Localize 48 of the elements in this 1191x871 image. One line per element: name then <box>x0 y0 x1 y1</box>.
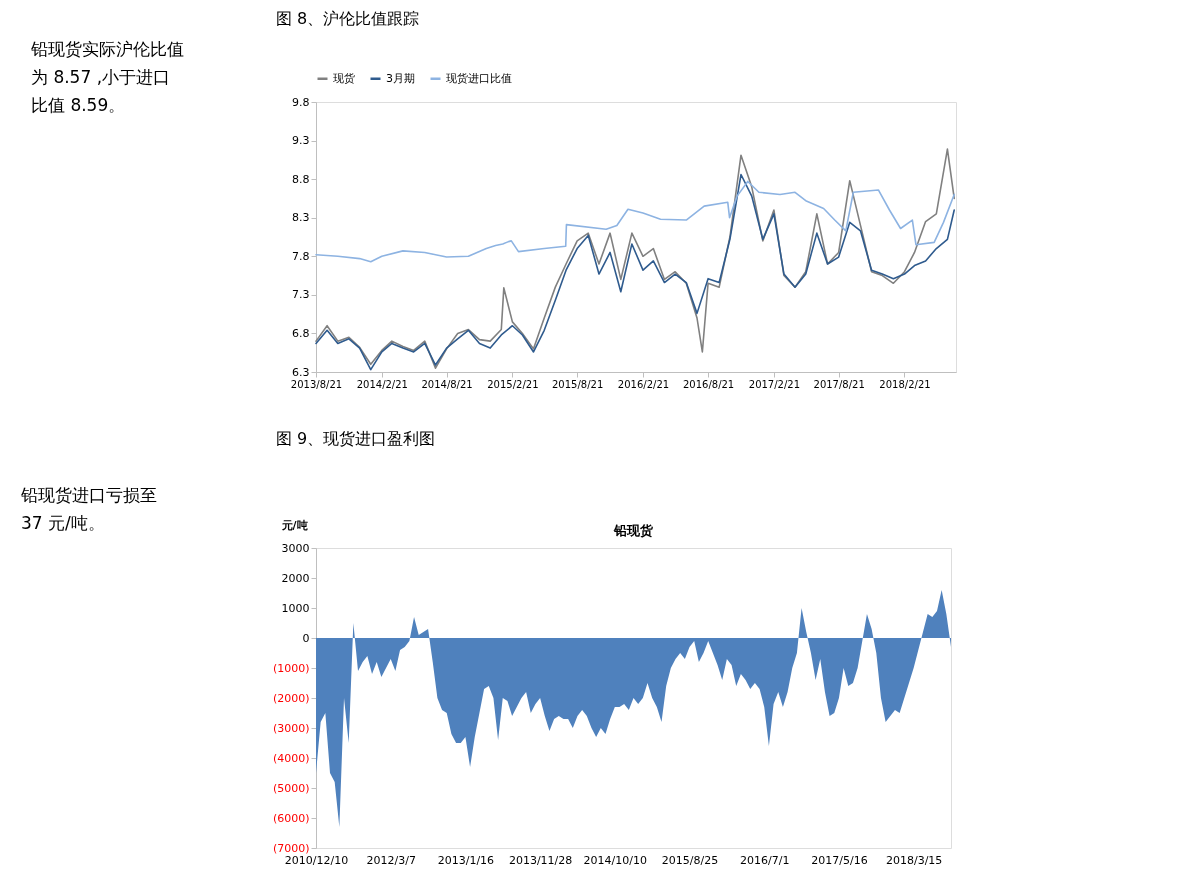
text: 铅现货实际沪伦比值为 8.57 ,小于进口比值 8.59。 <box>30 39 184 115</box>
y-tick-label: (4000) <box>272 751 310 765</box>
y-tick-label: 8.3 <box>292 211 310 225</box>
chart-title: 图 9、现货进口盈利图 <box>276 429 436 448</box>
y-tick-label: (1000) <box>272 661 310 675</box>
x-tick-label: 2016/8/21 <box>682 378 735 390</box>
y-tick-label: 8.8 <box>292 172 310 186</box>
x-tick-label: 2015/2/21 <box>487 378 539 390</box>
y-tick-label: (2000) <box>272 691 310 705</box>
y-tick-label: 0 <box>302 631 310 645</box>
x-tick-label: 2016/2/21 <box>617 378 670 390</box>
x-tick-label: 2014/8/21 <box>421 378 473 390</box>
y-tick-label: 7.8 <box>292 249 310 263</box>
x-tick-label: 2018/2/21 <box>879 378 931 390</box>
x-tick-label: 2010/12/10 <box>284 853 349 867</box>
x-tick-label: 2013/11/28 <box>508 853 573 867</box>
y-tick-label: 9.3 <box>292 134 310 148</box>
x-tick-label: 2012/3/7 <box>366 853 416 867</box>
legend-label: 现货进口比值 <box>446 71 512 85</box>
x-tick-label: 2014/2/21 <box>356 378 408 390</box>
y-tick-label: 3000 <box>281 541 310 555</box>
y-tick-label: 1000 <box>281 601 310 615</box>
x-tick-label: 2016/7/1 <box>740 853 790 867</box>
y-tick-label: 9.8 <box>292 95 310 109</box>
y-tick-label: (6000) <box>272 811 310 825</box>
legend-label: 3月期 <box>386 71 415 85</box>
y-tick-label: 6.3 <box>292 365 310 379</box>
x-tick-label: 2017/5/16 <box>811 853 868 867</box>
x-tick-label: 2017/2/21 <box>748 378 801 390</box>
x-tick-label: 2013/1/16 <box>437 853 495 867</box>
text: 铅现货进口亏损至 37 元/吨。 <box>20 485 157 533</box>
y-axis-title: 元/吨 <box>280 518 308 532</box>
y-tick-label: (3000) <box>272 721 310 735</box>
legend-label: 现货 <box>333 71 355 85</box>
x-tick-label: 2015/8/25 <box>661 853 719 867</box>
x-tick-label: 2018/3/15 <box>885 853 943 867</box>
chart-title: 图 8、沪伦比值跟踪 <box>276 9 420 28</box>
y-tick-label: 2000 <box>281 571 310 585</box>
y-tick-label: 7.3 <box>292 288 310 302</box>
line-series <box>315 180 956 263</box>
x-tick-label: 2017/8/21 <box>813 378 865 390</box>
x-tick-label: 2015/8/21 <box>552 378 604 390</box>
x-tick-label: 2014/10/10 <box>583 853 648 867</box>
x-tick-label: 2013/8/21 <box>290 378 343 390</box>
y-tick-label: 6.8 <box>292 326 310 340</box>
y-tick-label: (5000) <box>272 781 310 795</box>
y-tick-label: (7000) <box>272 841 310 855</box>
chart-subtitle: 铅现货 <box>613 523 654 538</box>
